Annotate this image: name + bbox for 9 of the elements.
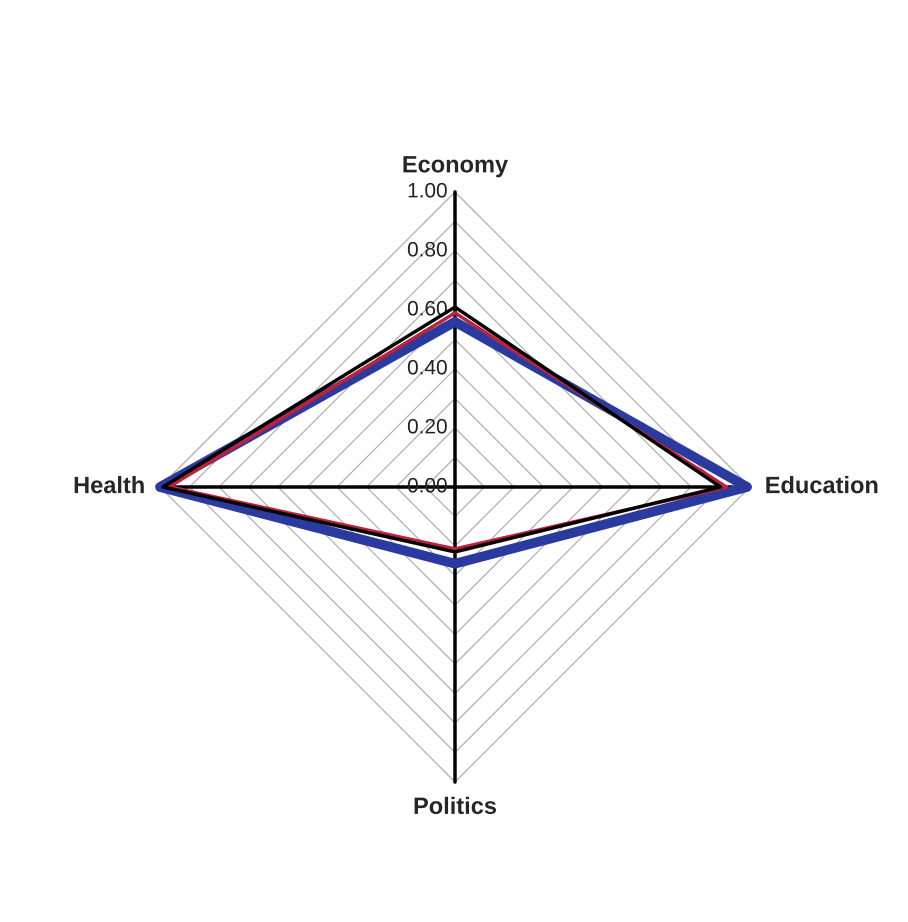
y-tick-label: 0.80: [408, 242, 447, 257]
y-tick-label: 0.20: [408, 418, 447, 434]
y-tick-label: 0.40: [408, 360, 447, 375]
spoke-label: Education: [766, 476, 878, 494]
spoke-label: Politics: [414, 796, 496, 814]
spoke-label: Health: [74, 476, 144, 494]
y-tick-label: 1.00: [408, 182, 447, 198]
spoke-label: Economy: [403, 156, 508, 178]
y-tick-label: 0.00: [408, 478, 447, 493]
